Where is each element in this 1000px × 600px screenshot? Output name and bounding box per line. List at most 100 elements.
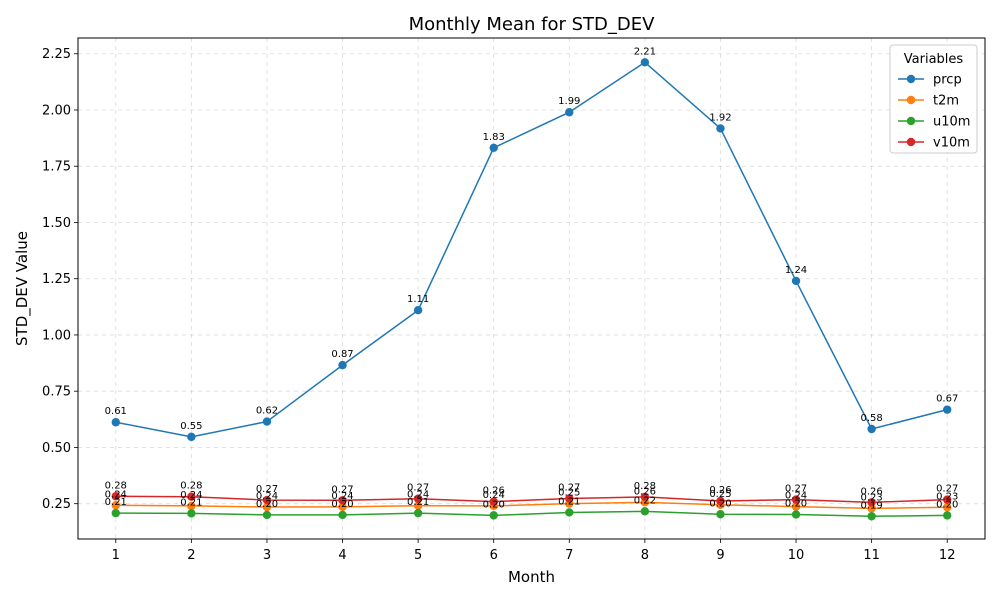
data-point-prcp <box>565 108 574 117</box>
series-v10m <box>111 492 952 507</box>
data-point-u10m <box>338 510 347 520</box>
data-point-prcp <box>111 418 120 427</box>
series-line-v10m <box>115 495 948 504</box>
data-point-u10m <box>791 510 801 519</box>
data-point-t2m <box>262 502 272 512</box>
data-point-prcp <box>262 417 272 426</box>
data-point-prcp <box>867 424 876 434</box>
data-label-u10m: 0.22 <box>634 495 656 506</box>
x-tick-label: 12 <box>939 548 956 563</box>
grid <box>78 38 985 539</box>
data-point-t2m <box>338 502 347 512</box>
y-tick-label: 1.25 <box>42 272 71 287</box>
data-point-u10m <box>111 508 120 518</box>
data-label-v10m: 0.27 <box>785 484 807 495</box>
legend-item-v10m: v10m <box>898 136 970 151</box>
data-point-t2m <box>791 502 801 511</box>
data-label-prcp: 0.55 <box>180 421 202 432</box>
series-line-prcp <box>115 61 948 438</box>
series-u10m <box>111 507 952 521</box>
data-point-prcp <box>943 405 952 414</box>
data-point-v10m <box>716 496 725 506</box>
y-tick-label: 1.75 <box>42 160 71 175</box>
y-tick-label: 2.25 <box>42 47 71 62</box>
data-label-u10m: 0.20 <box>256 499 278 510</box>
data-point-prcp <box>187 432 196 442</box>
data-label-v10m: 0.27 <box>407 483 429 494</box>
data-point-prcp <box>489 143 498 152</box>
data-label-v10m: 0.26 <box>709 485 731 496</box>
y-tick-label: 1.00 <box>42 328 71 343</box>
data-label-t2m: 0.24 <box>407 490 429 501</box>
data-point-v10m <box>187 492 196 501</box>
legend-item-t2m: t2m <box>898 94 959 109</box>
data-label-t2m: 0.24 <box>483 490 505 501</box>
data-point-u10m <box>943 511 952 520</box>
data-point-u10m <box>187 509 196 518</box>
data-label-prcp: 0.58 <box>860 413 882 424</box>
x-tick-label: 5 <box>414 548 422 563</box>
legend-swatch-marker <box>906 137 916 147</box>
series-lines <box>111 58 952 521</box>
data-label-t2m: 0.26 <box>634 486 656 497</box>
data-point-v10m <box>489 497 498 506</box>
data-label-t2m: 0.25 <box>558 488 580 499</box>
x-tick-label: 9 <box>716 548 724 563</box>
data-point-prcp <box>791 276 801 286</box>
y-tick-label: 0.75 <box>42 385 71 400</box>
data-label-t2m: 0.24 <box>105 489 127 500</box>
data-point-v10m <box>413 494 423 503</box>
data-point-t2m <box>413 501 423 510</box>
legend-swatch-marker <box>906 95 916 105</box>
y-axis-title: STD_DEV Value <box>13 231 32 346</box>
data-point-v10m <box>867 498 876 507</box>
data-label-v10m: 0.27 <box>256 484 278 495</box>
x-tick-label: 7 <box>565 548 573 563</box>
legend: Variables prcp t2m u10m v10m <box>889 44 978 154</box>
data-label-u10m: 0.20 <box>483 499 505 510</box>
data-label-v10m: 0.27 <box>936 484 958 495</box>
data-label-u10m: 0.21 <box>558 496 580 507</box>
plot-frame <box>77 37 986 540</box>
data-point-u10m <box>640 507 650 516</box>
x-tick-label: 6 <box>490 548 498 563</box>
data-label-prcp: 0.67 <box>936 394 958 405</box>
x-tick-label: 3 <box>263 548 271 563</box>
data-label-t2m: 0.24 <box>256 491 278 502</box>
data-label-v10m: 0.26 <box>483 486 505 497</box>
series-t2m <box>111 498 952 513</box>
data-label-v10m: 0.28 <box>105 480 127 491</box>
data-label-t2m: 0.25 <box>709 489 731 500</box>
x-axis-title: Month <box>508 568 555 586</box>
data-label-v10m: 0.28 <box>634 481 656 492</box>
x-tick-label: 11 <box>863 548 880 563</box>
data-label-prcp: 1.92 <box>709 112 731 123</box>
data-labels: 0.61 0.55 0.62 0.87 1.11 1.83 1.99 2.21 1.92 1.24… <box>105 46 959 511</box>
chart-title: Monthly Mean for STD_DEV <box>409 14 656 35</box>
data-point-v10m <box>943 495 952 504</box>
legend-title: Variables <box>904 52 964 67</box>
x-tick-label: 2 <box>187 548 195 563</box>
data-point-t2m <box>111 501 120 510</box>
data-label-u10m: 0.21 <box>407 497 429 508</box>
data-point-v10m <box>565 494 574 503</box>
legend-label: v10m <box>933 136 970 151</box>
data-point-u10m <box>867 512 876 521</box>
data-label-v10m: 0.28 <box>180 481 202 492</box>
data-label-prcp: 0.87 <box>331 349 353 360</box>
x-tick-label: 10 <box>788 548 805 563</box>
legend-swatch-marker <box>906 74 916 84</box>
x-axis: 1 2 3 4 5 6 7 8 9 10 11 12 <box>112 539 956 563</box>
data-point-prcp <box>338 360 347 370</box>
data-label-prcp: 1.99 <box>558 96 580 107</box>
data-point-prcp <box>413 306 423 315</box>
data-label-v10m: 0.27 <box>558 483 580 494</box>
data-point-v10m <box>338 496 347 505</box>
data-label-prcp: 0.62 <box>256 406 278 417</box>
data-label-u10m: 0.20 <box>331 499 353 510</box>
data-label-t2m: 0.23 <box>936 491 958 502</box>
legend-items: prcp t2m u10m v10m <box>898 73 970 151</box>
data-label-prcp: 1.11 <box>407 294 429 305</box>
data-point-v10m <box>791 495 801 504</box>
